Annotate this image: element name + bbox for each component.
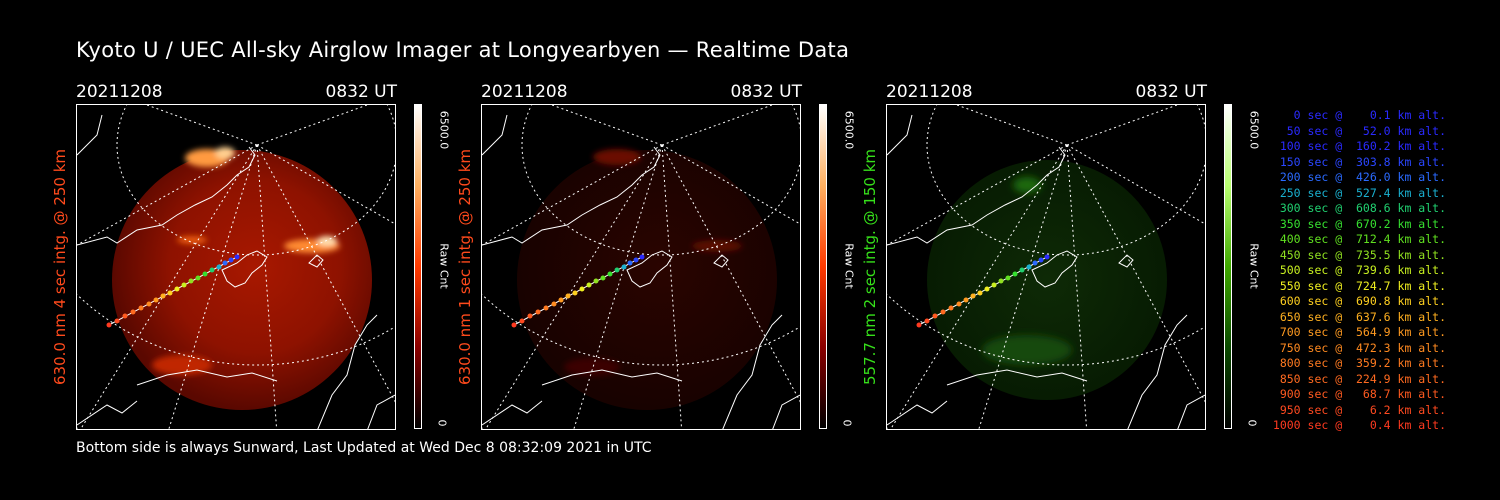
colorbar-max: 6500.0: [437, 110, 451, 150]
colorbar-min: 0: [840, 419, 854, 427]
airglow-panel-557-2s: 20211208 0832 UT: [861, 80, 1286, 430]
legend-row: 1000 sec @ 0.4 km alt.: [1272, 418, 1446, 432]
legend-row: 700 sec @ 564.9 km alt.: [1272, 325, 1446, 339]
all-sky-map: [482, 105, 800, 429]
panel-ylabel: 630.0 nm 1 sec intg. @ 250 km: [456, 148, 474, 386]
coastlines: [482, 114, 800, 429]
trajectory: [106, 254, 240, 328]
colorbar-max: 6500.0: [1247, 110, 1261, 150]
page-title: Kyoto U / UEC All-sky Airglow Imager at …: [76, 38, 850, 62]
colorbar-max: 6500.0: [842, 110, 856, 150]
legend-row: 600 sec @ 690.8 km alt.: [1272, 294, 1446, 308]
airglow-panel-630-1s: 20211208 0832 UT: [456, 80, 881, 430]
legend-row: 350 sec @ 670.2 km alt.: [1272, 216, 1446, 231]
sky-disk: [927, 160, 1167, 400]
colorbar: [819, 104, 827, 429]
all-sky-map: [77, 105, 395, 429]
legend-row: 100 sec @ 160.2 km alt.: [1272, 139, 1446, 153]
lat-lon-grid: [887, 105, 1205, 429]
lat-lon-grid: [77, 105, 395, 429]
legend-row: 0 sec @ 0.1 km alt.: [1272, 108, 1446, 122]
trajectory: [511, 254, 645, 328]
lat-lon-grid: [482, 105, 800, 429]
colorbar-unit: Raw Cnt: [1247, 243, 1261, 289]
legend-row: 150 sec @ 303.8 km alt.: [1272, 154, 1446, 169]
legend-row: 400 sec @ 712.4 km alt.: [1272, 232, 1446, 246]
panel-time: 0832 UT: [730, 82, 803, 102]
legend-row: 250 sec @ 527.4 km alt.: [1272, 185, 1446, 200]
all-sky-image: [886, 104, 1206, 430]
trajectory-legend: 0 sec @ 0.1 km alt. 50 sec @ 52.0 km alt…: [1262, 108, 1446, 434]
panel-date: 20211208: [76, 82, 163, 102]
legend-row: 200 sec @ 426.0 km alt.: [1272, 170, 1446, 184]
colorbar: [1224, 104, 1232, 429]
legend-row: 850 sec @ 224.9 km alt.: [1272, 371, 1446, 386]
all-sky-image: [76, 104, 396, 430]
panel-date: 20211208: [481, 82, 568, 102]
legend-row: 650 sec @ 637.6 km alt.: [1272, 309, 1446, 324]
panel-ylabel: 630.0 nm 4 sec intg. @ 250 km: [51, 148, 69, 386]
legend-row: 950 sec @ 6.2 km alt.: [1272, 402, 1446, 417]
legend-row: 900 sec @ 68.7 km alt.: [1272, 387, 1446, 401]
legend-row: 750 sec @ 472.3 km alt.: [1272, 340, 1446, 355]
sky-disk: [112, 150, 372, 410]
all-sky-image: [481, 104, 801, 430]
panel-time: 0832 UT: [1135, 82, 1208, 102]
colorbar-min: 0: [1245, 419, 1259, 427]
coastlines: [887, 114, 1205, 429]
legend-row: 50 sec @ 52.0 km alt.: [1272, 123, 1446, 138]
all-sky-map: [887, 105, 1205, 429]
panel-date: 20211208: [886, 82, 973, 102]
colorbar-unit: Raw Cnt: [842, 243, 856, 289]
legend-row: 450 sec @ 735.5 km alt.: [1272, 247, 1446, 262]
update-footer: Bottom side is always Sunward, Last Upda…: [76, 440, 652, 456]
airglow-panel-630-4s: 20211208 0832 UT: [51, 80, 476, 430]
colorbar-unit: Raw Cnt: [437, 243, 451, 289]
trajectory: [916, 254, 1050, 328]
coastlines: [77, 114, 395, 429]
sky-disk: [517, 150, 777, 410]
colorbar: [414, 104, 422, 429]
panel-ylabel: 557.7 nm 2 sec intg. @ 150 km: [861, 148, 879, 386]
legend-row: 500 sec @ 739.6 km alt.: [1272, 263, 1446, 277]
legend-row: 300 sec @ 608.6 km alt.: [1272, 201, 1446, 215]
legend-row: 800 sec @ 359.2 km alt.: [1272, 356, 1446, 370]
legend-row: 550 sec @ 724.7 km alt.: [1272, 278, 1446, 293]
panel-time: 0832 UT: [325, 82, 398, 102]
aurora-emission: [564, 149, 742, 376]
colorbar-min: 0: [435, 419, 449, 427]
